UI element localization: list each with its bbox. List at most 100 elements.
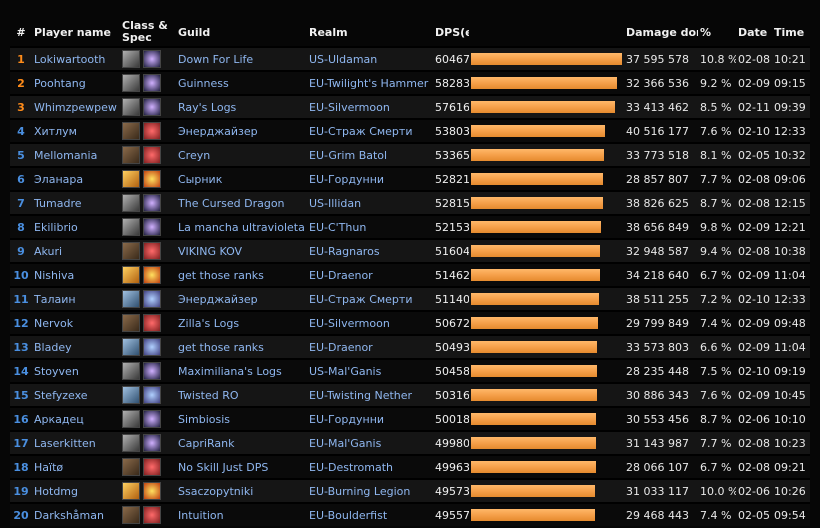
realm-link[interactable]: EU-Гордунни xyxy=(307,407,433,431)
dps-bar xyxy=(471,389,597,401)
guild-link[interactable]: Энерджайзер xyxy=(176,119,307,143)
realm-link[interactable]: EU-Grim Batol xyxy=(307,143,433,167)
player-name-link[interactable]: Аркадец xyxy=(32,407,120,431)
guild-link[interactable]: Zilla's Logs xyxy=(176,311,307,335)
guild-link[interactable]: Simbiosis xyxy=(176,407,307,431)
guild-link[interactable]: Guinness xyxy=(176,71,307,95)
player-name-link[interactable]: Laserkitten xyxy=(32,431,120,455)
player-name-link[interactable]: Bladey xyxy=(32,335,120,359)
rank-cell: 8 xyxy=(10,215,32,239)
table-row: 11 Талаин Энерджайзер EU-Страж Смерти 51140 3… xyxy=(10,287,810,311)
player-name-link[interactable]: Хитлум xyxy=(32,119,120,143)
rank-cell: 5 xyxy=(10,143,32,167)
realm-link[interactable]: EU-Twilight's Hammer xyxy=(307,71,433,95)
date-value: 02-09 xyxy=(736,383,772,407)
class-spec-cell xyxy=(120,407,176,431)
realm-link[interactable]: EU-Страж Смерти xyxy=(307,287,433,311)
date-value: 02-08 xyxy=(736,47,772,71)
rank-cell: 6 xyxy=(10,167,32,191)
realm-link[interactable]: US-Illidan xyxy=(307,191,433,215)
realm-link[interactable]: US-Uldaman xyxy=(307,47,433,71)
class-spec-cell xyxy=(120,503,176,526)
guild-link[interactable]: Down For Life xyxy=(176,47,307,71)
guild-link[interactable]: La mancha ultravioleta xyxy=(176,215,307,239)
rogue-class-icon xyxy=(122,482,140,500)
realm-link[interactable]: EU-Silvermoon xyxy=(307,311,433,335)
time-value: 10:10 xyxy=(772,407,810,431)
guild-link[interactable]: Intuition xyxy=(176,503,307,526)
damage-value: 29 468 443 xyxy=(624,503,698,526)
unholy-spec-icon xyxy=(143,50,161,68)
guild-link[interactable]: Maximiliana's Logs xyxy=(176,359,307,383)
guild-link[interactable]: Сырник xyxy=(176,167,307,191)
guild-link[interactable]: CapriRank xyxy=(176,431,307,455)
time-value: 10:21 xyxy=(772,47,810,71)
percent-value: 7.6 % xyxy=(698,383,736,407)
realm-link[interactable]: EU-Destromath xyxy=(307,455,433,479)
realm-link[interactable]: EU-Гордунни xyxy=(307,167,433,191)
percent-value: 7.5 % xyxy=(698,359,736,383)
player-name-link[interactable]: Nervok xyxy=(32,311,120,335)
header-dps[interactable]: DPS(e) xyxy=(435,25,469,39)
damage-value: 28 857 807 xyxy=(624,167,698,191)
player-name-link[interactable]: Ekilibrio xyxy=(32,215,120,239)
header-realm[interactable]: Realm xyxy=(309,25,348,39)
time-value: 10:26 xyxy=(772,479,810,503)
player-name-link[interactable]: Эланара xyxy=(32,167,120,191)
table-header-row: # Player name Class & Spec Guild Realm D… xyxy=(10,18,810,47)
header-pct[interactable]: % xyxy=(700,25,712,39)
header-time[interactable]: Time xyxy=(774,25,805,39)
realm-link[interactable]: EU-Boulderfist xyxy=(307,503,433,526)
realm-link[interactable]: EU-Страж Смерти xyxy=(307,119,433,143)
realm-link[interactable]: EU-Draenor xyxy=(307,263,433,287)
player-name-link[interactable]: Талаин xyxy=(32,287,120,311)
player-name-link[interactable]: Lokiwartooth xyxy=(32,47,120,71)
player-name-link[interactable]: Stoyven xyxy=(32,359,120,383)
unholy-spec-icon xyxy=(143,362,161,380)
guild-link[interactable]: VIKING KOV xyxy=(176,239,307,263)
player-name-link[interactable]: Haïtø xyxy=(32,455,120,479)
header-spec[interactable]: Class & Spec xyxy=(122,19,168,44)
class-spec-cell xyxy=(120,47,176,71)
guild-link[interactable]: No Skill Just DPS xyxy=(176,455,307,479)
class-spec-cell xyxy=(120,71,176,95)
realm-link[interactable]: EU-Draenor xyxy=(307,335,433,359)
realm-link[interactable]: EU-C'Thun xyxy=(307,215,433,239)
player-name-link[interactable]: Tumadre xyxy=(32,191,120,215)
header-rank[interactable]: # xyxy=(16,25,26,39)
percent-value: 8.1 % xyxy=(698,143,736,167)
realm-link[interactable]: EU-Burning Legion xyxy=(307,479,433,503)
player-name-link[interactable]: Whimzpewpew xyxy=(32,95,120,119)
realm-link[interactable]: EU-Twisting Nether xyxy=(307,383,433,407)
guild-link[interactable]: Ray's Logs xyxy=(176,95,307,119)
realm-link[interactable]: EU-Ragnaros xyxy=(307,239,433,263)
guild-link[interactable]: The Cursed Dragon xyxy=(176,191,307,215)
player-name-link[interactable]: Nishiva xyxy=(32,263,120,287)
realm-link[interactable]: EU-Silvermoon xyxy=(307,95,433,119)
table-row: 5 Mellomania Creyn EU-Grim Batol 53365 33 773… xyxy=(10,143,810,167)
dk-class-icon xyxy=(122,50,140,68)
damage-value: 38 511 255 xyxy=(624,287,698,311)
guild-link[interactable]: get those ranks xyxy=(176,263,307,287)
player-name-link[interactable]: Stefyzexe xyxy=(32,383,120,407)
guild-link[interactable]: Creyn xyxy=(176,143,307,167)
realm-link[interactable]: EU-Mal'Ganis xyxy=(307,431,433,455)
header-player[interactable]: Player name xyxy=(34,25,111,39)
header-guild[interactable]: Guild xyxy=(178,25,211,39)
percent-value: 7.4 % xyxy=(698,503,736,526)
realm-link[interactable]: US-Mal'Ganis xyxy=(307,359,433,383)
player-name-link[interactable]: Darkshåman xyxy=(32,503,120,526)
header-date[interactable]: Date xyxy=(738,25,768,39)
guild-link[interactable]: Twisted RO xyxy=(176,383,307,407)
header-damage[interactable]: Damage done xyxy=(626,25,698,39)
player-name-link[interactable]: Mellomania xyxy=(32,143,120,167)
player-name-link[interactable]: Poohtang xyxy=(32,71,120,95)
time-value: 09:48 xyxy=(772,311,810,335)
guild-link[interactable]: get those ranks xyxy=(176,335,307,359)
dps-bar xyxy=(471,461,596,473)
player-name-link[interactable]: Hotdmg xyxy=(32,479,120,503)
mage-class-icon xyxy=(122,290,140,308)
player-name-link[interactable]: Akuri xyxy=(32,239,120,263)
guild-link[interactable]: Энерджайзер xyxy=(176,287,307,311)
guild-link[interactable]: Ssaczopytniki xyxy=(176,479,307,503)
